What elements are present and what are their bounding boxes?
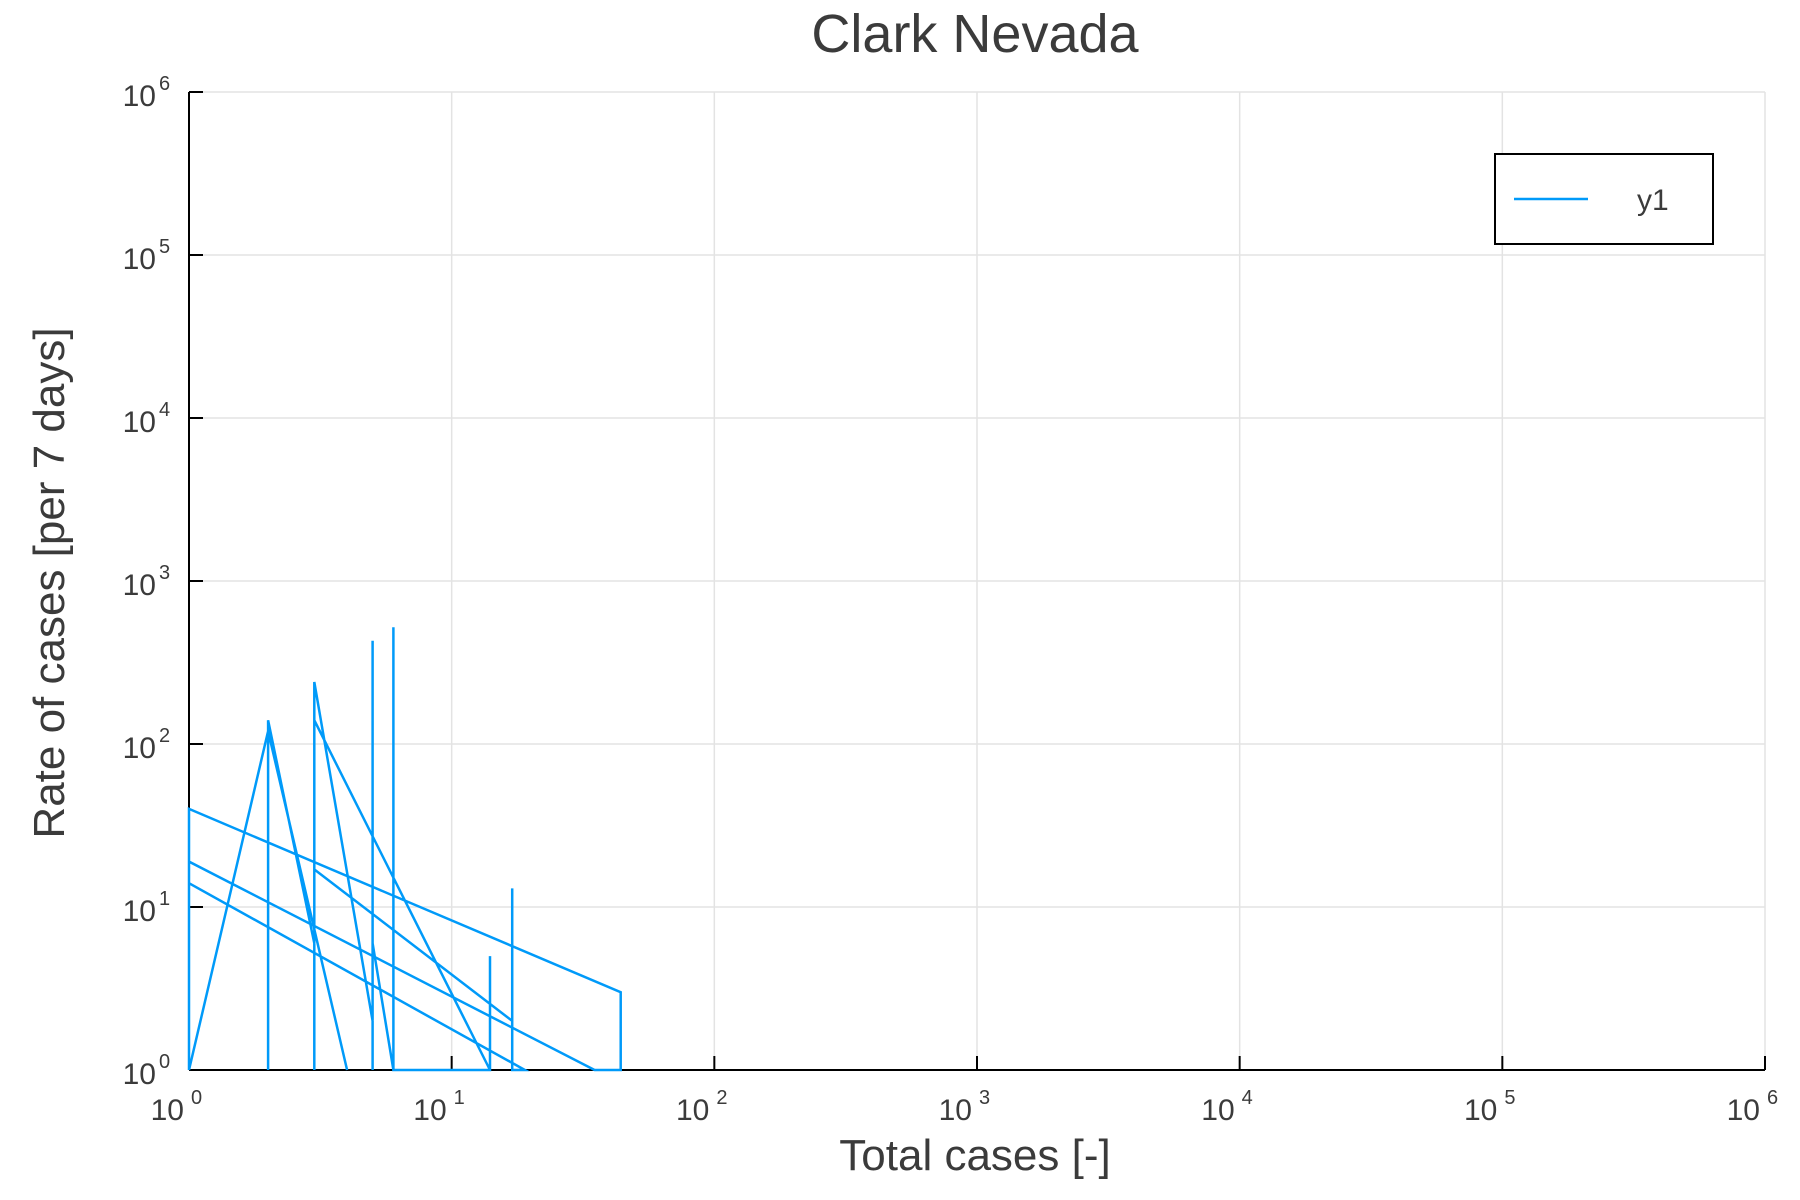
series-layer [187,627,622,1072]
y-tick-label-exp: 0 [159,1051,170,1073]
grid [188,91,1766,1071]
y-tick-label-exp: 4 [159,399,170,421]
y-tick-label-base: 10 [123,732,156,765]
y-tick-label-base: 10 [123,243,156,276]
y-tick-label-exp: 6 [159,73,170,95]
legend: y1 [1494,153,1714,245]
legend-label-y1: y1 [1637,184,1669,217]
y-tick-label-exp: 1 [159,888,170,910]
x-tick-label-exp: 5 [1504,1087,1515,1109]
x-tick-label-exp: 2 [716,1087,727,1109]
x-tick-label-exp: 4 [1242,1087,1253,1109]
y-tick-label-exp: 3 [159,562,170,584]
x-tick-label-base: 10 [151,1094,184,1127]
series-line-y1 [187,627,622,1072]
y-tick-label-base: 10 [123,569,156,602]
x-tick-label-base: 10 [1201,1094,1234,1127]
chart-title: Clark Nevada [811,4,1139,64]
y-tick-label-exp: 5 [159,236,170,258]
y-tick-label-base: 10 [123,406,156,439]
x-tick-label-exp: 6 [1767,1087,1778,1109]
x-axis-label: Total cases [-] [839,1131,1110,1180]
x-tick-label-exp: 1 [454,1087,465,1109]
x-tick-labels: 10 0 10 1 10 2 10 3 10 4 10 5 10 6 [151,1087,1779,1127]
y-tick-label-exp: 2 [159,725,170,747]
y-axis-label: Rate of cases [per 7 days] [25,327,74,838]
y-tick-label-base: 10 [123,80,156,113]
x-tick-label-exp: 3 [979,1087,990,1109]
x-tick-label-base: 10 [676,1094,709,1127]
y-tick-label-base: 10 [123,1058,156,1091]
x-tick-label-base: 10 [939,1094,972,1127]
x-tick-label-base: 10 [413,1094,446,1127]
x-tick-label-exp: 0 [191,1087,202,1109]
y-tick-label-base: 10 [123,895,156,928]
x-tick-label-base: 10 [1464,1094,1497,1127]
x-tick-label-base: 10 [1727,1094,1760,1127]
